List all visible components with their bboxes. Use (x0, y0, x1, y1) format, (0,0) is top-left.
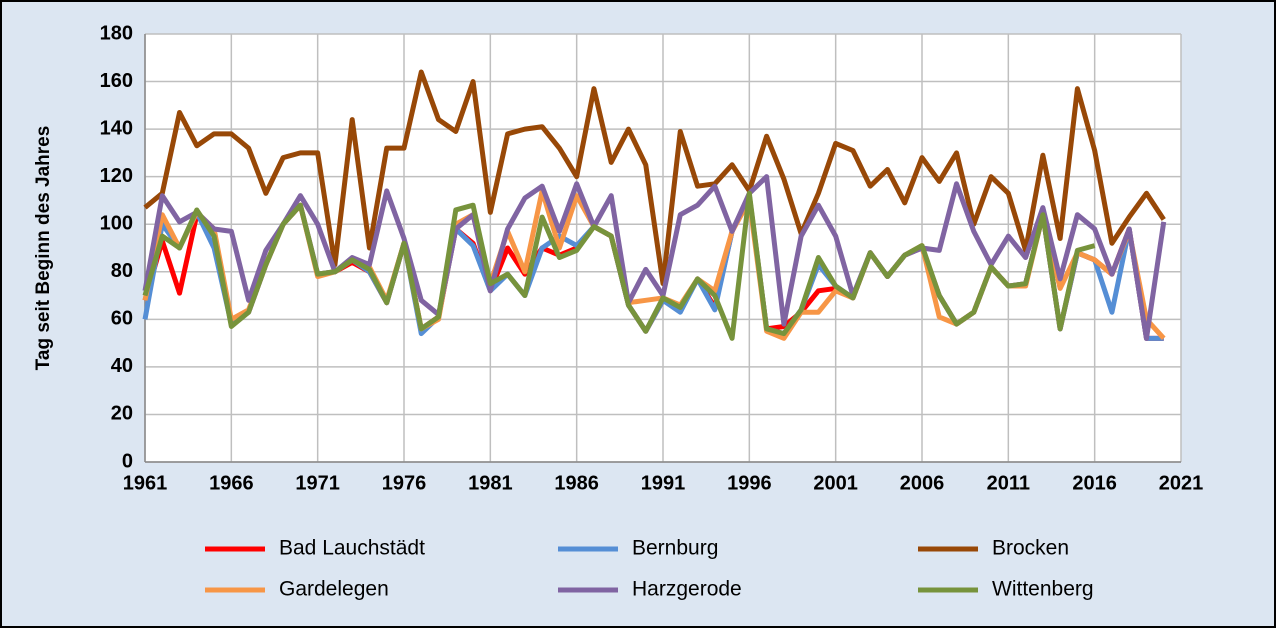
x-tick-label: 2021 (1159, 472, 1204, 494)
x-tick-label: 1991 (641, 472, 686, 494)
x-tick-label: 2006 (900, 472, 945, 494)
x-tick-label: 1996 (727, 472, 772, 494)
y-tick-label: 120 (100, 165, 133, 187)
y-tick-label: 140 (100, 117, 133, 139)
y-tick-label: 160 (100, 70, 133, 92)
y-tick-label: 0 (122, 450, 133, 472)
legend-label: Bernburg (632, 537, 718, 560)
series-line (142, 190, 1096, 341)
y-tick-label: 100 (100, 213, 133, 235)
x-tick-label: 1981 (468, 472, 513, 494)
x-tick-label: 1961 (123, 472, 168, 494)
legend-label: Bad Lauchstädt (279, 537, 425, 560)
x-tick-label: 1971 (295, 472, 340, 494)
x-tick-label: 1976 (382, 472, 427, 494)
y-tick-label: 80 (111, 260, 133, 282)
x-tick-label: 1966 (209, 472, 254, 494)
x-tick-label: 1986 (554, 472, 599, 494)
y-tick-label: 20 (111, 403, 133, 425)
y-tick-label: 40 (111, 355, 133, 377)
legend-label: Gardelegen (279, 578, 389, 601)
x-tick-label: 2001 (813, 472, 858, 494)
legend-label: Brocken (992, 537, 1069, 560)
y-axis-title: Tag seit Beginn des Jahres (33, 126, 54, 371)
y-tick-label: 60 (111, 308, 133, 330)
x-tick-label: 2011 (987, 472, 1030, 494)
legend-label: Wittenberg (992, 578, 1094, 601)
series-line (143, 69, 1166, 287)
legend-label: Harzgerode (632, 578, 742, 601)
x-tick-label: 2016 (1072, 472, 1117, 494)
series-line (142, 174, 1167, 341)
y-tick-label: 180 (100, 22, 133, 44)
